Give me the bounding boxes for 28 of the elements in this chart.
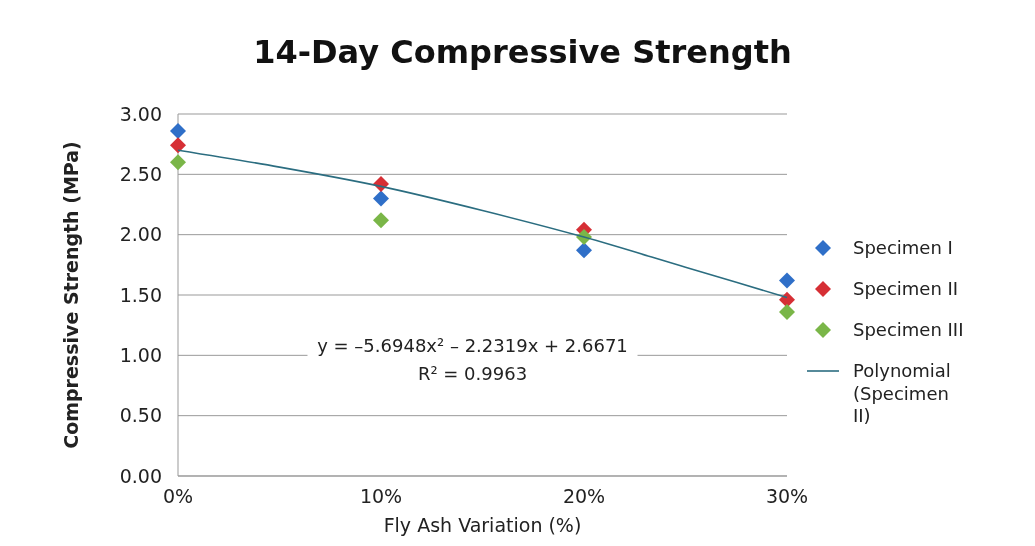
x-axis-title: Fly Ash Variation (%) <box>383 514 582 536</box>
point <box>170 137 186 154</box>
annotation: y = –5.6948x² – 2.2319x + 2.6671 <box>317 334 628 356</box>
y-tick-label: 2.00 <box>119 223 162 246</box>
legend-label: Specimen I <box>853 237 953 259</box>
y-tick-label: 3.00 <box>119 102 162 125</box>
point <box>373 190 389 207</box>
y-tick-label: 0.00 <box>119 464 162 487</box>
x-tick-label: 0% <box>162 485 194 507</box>
legend-label: Specimen II <box>853 278 959 300</box>
y-axis-title: Compressive Strength (MPa) <box>60 141 82 449</box>
legend-label: Specimen III <box>853 319 964 341</box>
point <box>779 272 795 289</box>
x-tick-label: 10% <box>359 485 403 507</box>
x-tick-label: 20% <box>562 485 606 507</box>
y-tick-label: 2.50 <box>119 162 162 185</box>
y-tick-label: 0.50 <box>119 404 162 427</box>
annotation: R² = 0.9963 <box>417 362 528 384</box>
x-tick-label: 30% <box>765 485 809 507</box>
chart-title: 14-Day Compressive Strength <box>253 33 792 71</box>
point <box>170 154 186 171</box>
point <box>576 242 592 259</box>
point <box>170 122 186 139</box>
point <box>779 303 795 320</box>
legend-label: Polynomial (Specimen II) <box>853 360 951 427</box>
y-tick-label: 1.50 <box>119 283 162 306</box>
point <box>373 212 389 229</box>
y-tick-label: 1.00 <box>119 343 162 366</box>
